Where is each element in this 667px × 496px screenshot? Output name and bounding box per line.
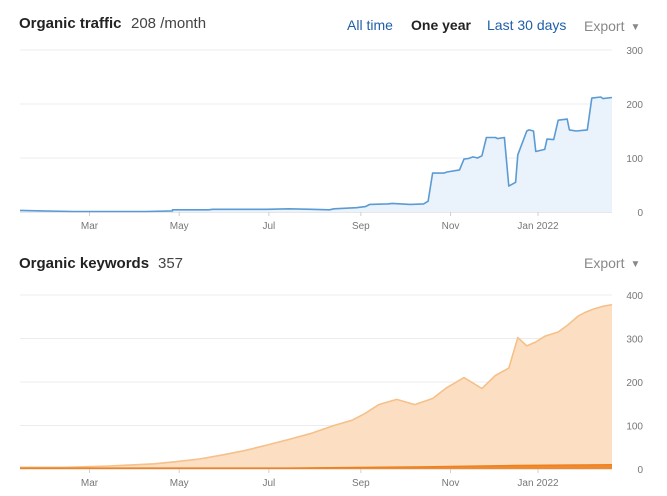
- range-last-30-days-tab[interactable]: Last 30 days: [487, 17, 567, 33]
- x-tick-label: Nov: [442, 221, 460, 232]
- range-all-time-tab[interactable]: All time: [347, 17, 393, 33]
- traffic-export-label: Export: [584, 18, 625, 34]
- x-tick-label: Sep: [352, 221, 370, 232]
- organic-keywords-chart: 0 100 200 300 400 Mar May Jul Sep Nov Jan 2022: [20, 291, 643, 489]
- series-line: [20, 303, 613, 469]
- traffic-title: Organic traffic: [19, 15, 122, 32]
- organic-traffic-chart: 0 100 200 300 Mar May Jul Sep Nov Jan 2022: [19, 46, 643, 232]
- keywords-title: Organic keywords: [19, 255, 150, 272]
- x-tick-label: Mar: [81, 478, 99, 489]
- series-area: [20, 464, 612, 469]
- series-area: [20, 304, 612, 469]
- keywords-export-label: Export: [584, 255, 625, 271]
- x-tick-label: Mar: [81, 221, 99, 232]
- keywords-value: 357: [158, 255, 184, 272]
- x-tick-label: May: [170, 478, 189, 489]
- x-tick-label: Nov: [442, 478, 460, 489]
- y-tick-label: 300: [626, 46, 643, 57]
- organic-keywords-section: Organic keywords 357 Export ▼ 0 100 200 300 4…: [0, 240, 667, 496]
- y-tick-label: 100: [626, 154, 643, 165]
- traffic-export-button[interactable]: Export ▼: [584, 18, 640, 34]
- keywords-export-button[interactable]: Export ▼: [584, 255, 640, 271]
- chevron-down-icon: ▼: [630, 259, 641, 270]
- range-one-year-tab[interactable]: One year: [411, 17, 471, 33]
- organic-traffic-section: Organic traffic 208 /month All time One …: [0, 0, 667, 240]
- x-tick-label: Jul: [263, 478, 276, 489]
- y-tick-label: 100: [626, 422, 643, 433]
- series-area: [20, 97, 612, 212]
- y-tick-label: 400: [626, 291, 643, 302]
- y-tick-label: 200: [626, 378, 643, 389]
- y-tick-label: 300: [626, 335, 643, 346]
- series-line: [20, 464, 613, 469]
- y-tick-label: 0: [637, 465, 643, 476]
- x-tick-label: Sep: [352, 478, 370, 489]
- x-tick-label: May: [170, 221, 189, 232]
- chevron-down-icon: ▼: [630, 22, 641, 33]
- x-tick-label: Jan 2022: [517, 221, 559, 232]
- x-tick-label: Jan 2022: [517, 478, 559, 489]
- y-tick-label: 0: [637, 208, 643, 219]
- x-tick-label: Jul: [263, 221, 276, 232]
- y-tick-label: 200: [626, 100, 643, 111]
- series-line: [19, 96, 613, 213]
- traffic-value: 208 /month: [131, 15, 207, 32]
